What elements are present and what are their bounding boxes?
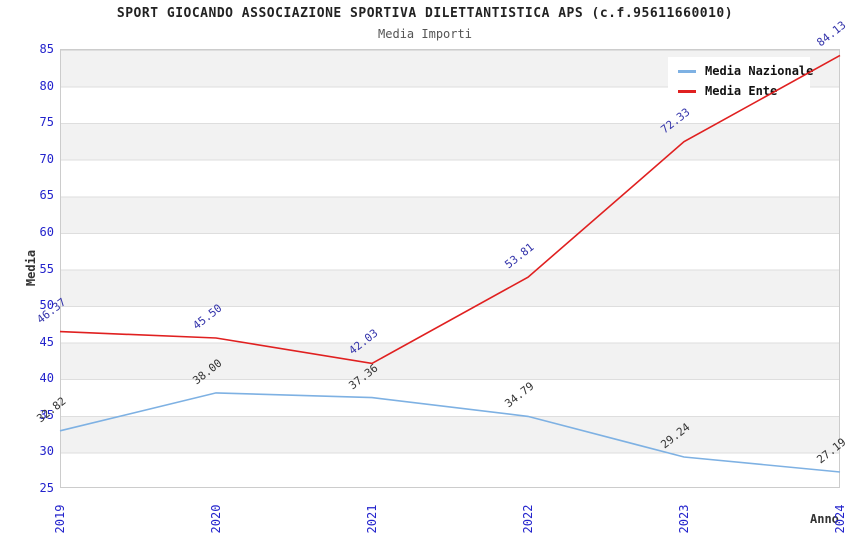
y-tick-label: 75 [39,115,54,130]
y-tick-label: 25 [39,481,54,495]
y-tick-label: 30 [39,444,54,459]
chart-title: SPORT GIOCANDO ASSOCIAZIONE SPORTIVA DIL… [116,6,734,21]
plot-area [60,49,840,488]
x-axis-title: Anno [810,512,839,526]
y-tick-label: 55 [39,261,54,276]
x-tick-label: 2022 [521,504,535,534]
media-ente-line-swatch-icon [678,89,696,93]
y-tick-label: 40 [39,371,54,386]
y-tick-label: 65 [39,188,54,203]
x-tick-label: 2019 [53,504,67,534]
legend-label: Media Ente [705,84,778,98]
x-tick-label: 2024 [833,504,847,534]
legend-label: Media Nazionale [705,64,814,78]
x-tick-label: 2023 [677,504,691,534]
legend: Media Nazionale Media Ente [668,57,814,105]
y-tick-label: 80 [39,78,54,93]
legend-item-media-nazionale: Media Nazionale [678,64,814,78]
y-tick-label: 60 [39,224,54,239]
y-tick-label: 70 [39,151,54,166]
y-tick-label: 50 [39,298,54,313]
y-tick-label: 45 [39,334,54,349]
y-tick-label: 35 [39,407,54,422]
legend-item-media-ente: Media Ente [678,84,810,98]
media-nazionale-line-swatch-icon [678,69,696,73]
x-tick-label: 2020 [209,504,223,534]
y-tick-label: 85 [39,42,54,56]
x-tick-label: 2021 [365,504,379,534]
chart-subtitle: Media Importi [378,27,472,41]
